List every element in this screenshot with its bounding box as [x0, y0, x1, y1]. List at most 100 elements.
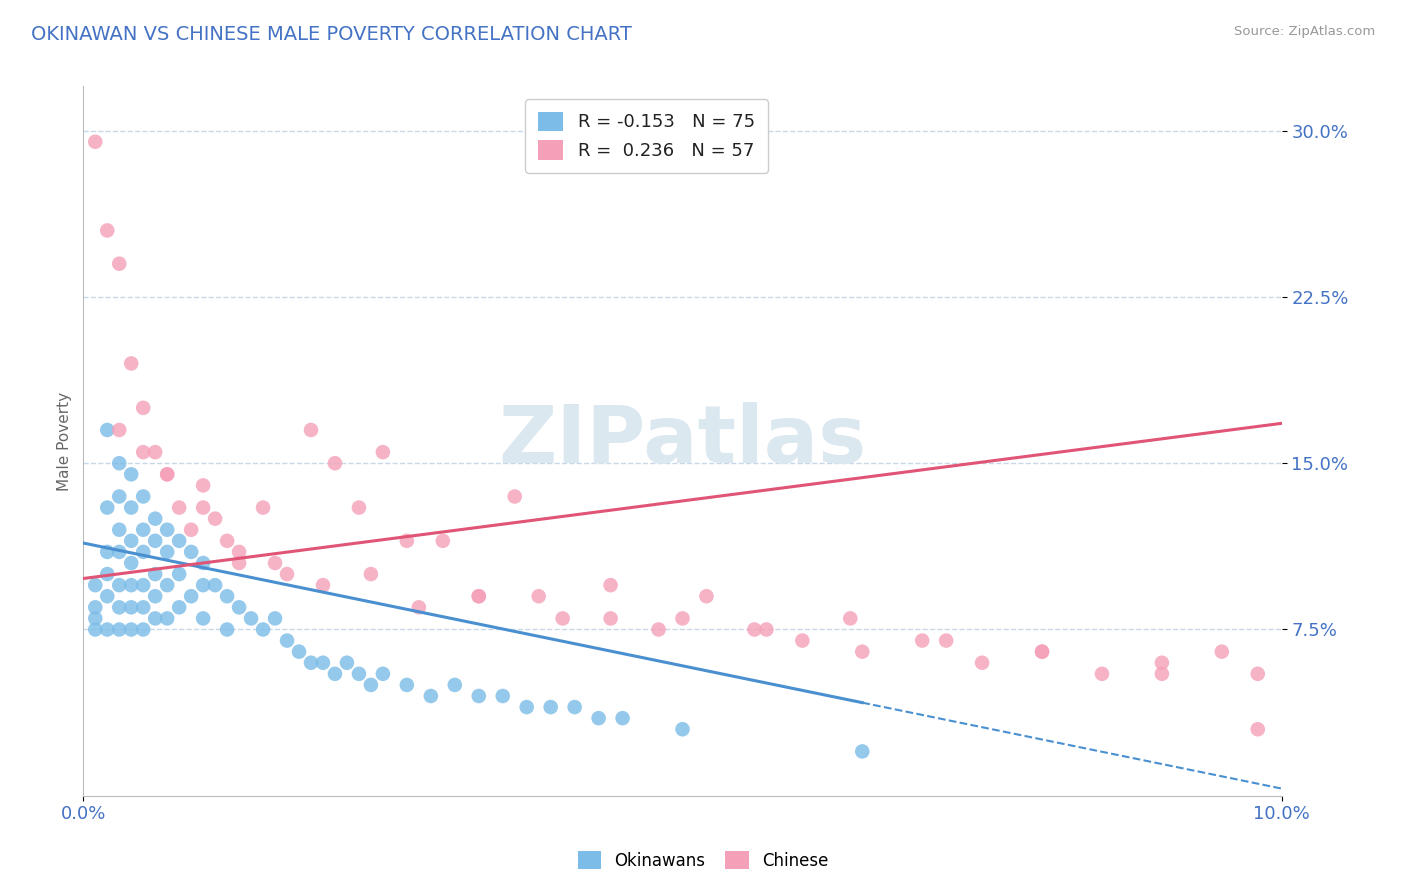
Point — [191, 478, 214, 492]
Point — [217, 589, 239, 603]
Point — [911, 633, 934, 648]
Point — [96, 589, 118, 603]
Text: OKINAWAN VS CHINESE MALE POVERTY CORRELATION CHART: OKINAWAN VS CHINESE MALE POVERTY CORRELA… — [31, 25, 631, 44]
Point — [96, 545, 118, 559]
Point — [588, 711, 610, 725]
Point — [468, 589, 491, 603]
Text: Source: ZipAtlas.com: Source: ZipAtlas.com — [1234, 25, 1375, 38]
Point — [108, 578, 131, 592]
Point — [671, 611, 693, 625]
Point — [156, 467, 179, 482]
Point — [156, 578, 179, 592]
Point — [468, 689, 491, 703]
Point — [792, 633, 814, 648]
Point — [132, 401, 155, 415]
Point — [371, 445, 394, 459]
Point — [228, 545, 250, 559]
Point — [217, 533, 239, 548]
Point — [132, 600, 155, 615]
Point — [755, 623, 778, 637]
Point — [408, 600, 430, 615]
Point — [264, 611, 287, 625]
Point — [108, 523, 131, 537]
Point — [156, 523, 179, 537]
Point — [527, 589, 550, 603]
Text: ZIPatlas: ZIPatlas — [498, 402, 866, 480]
Legend: Okinawans, Chinese: Okinawans, Chinese — [571, 845, 835, 877]
Point — [156, 545, 179, 559]
Point — [228, 600, 250, 615]
Point — [167, 500, 190, 515]
Point — [132, 545, 155, 559]
Point — [360, 567, 382, 582]
Point — [395, 533, 418, 548]
Point — [468, 589, 491, 603]
Point — [108, 490, 131, 504]
Point — [120, 356, 142, 370]
Point — [180, 545, 202, 559]
Point — [695, 589, 717, 603]
Point — [191, 500, 214, 515]
Point — [84, 578, 107, 592]
Point — [371, 666, 394, 681]
Point — [120, 578, 142, 592]
Point — [96, 423, 118, 437]
Point — [347, 666, 370, 681]
Point — [851, 645, 873, 659]
Point — [972, 656, 994, 670]
Point — [167, 567, 190, 582]
Point — [288, 645, 311, 659]
Point — [336, 656, 359, 670]
Point — [1031, 645, 1053, 659]
Point — [612, 711, 634, 725]
Point — [191, 578, 214, 592]
Point — [84, 611, 107, 625]
Point — [443, 678, 465, 692]
Point — [204, 511, 226, 525]
Point — [252, 623, 274, 637]
Point — [143, 611, 166, 625]
Point — [647, 623, 669, 637]
Point — [564, 700, 586, 714]
Point — [180, 523, 202, 537]
Point — [167, 533, 190, 548]
Point — [599, 578, 621, 592]
Point — [540, 700, 562, 714]
Point — [120, 467, 142, 482]
Point — [143, 511, 166, 525]
Point — [120, 500, 142, 515]
Point — [432, 533, 454, 548]
Point — [1091, 666, 1114, 681]
Point — [276, 567, 298, 582]
Point — [240, 611, 263, 625]
Point — [191, 556, 214, 570]
Point — [360, 678, 382, 692]
Point — [84, 600, 107, 615]
Point — [84, 135, 107, 149]
Point — [347, 500, 370, 515]
Point — [120, 600, 142, 615]
Point — [323, 456, 346, 470]
Point — [180, 589, 202, 603]
Point — [217, 623, 239, 637]
Point — [84, 623, 107, 637]
Point — [1031, 645, 1053, 659]
Point — [108, 257, 131, 271]
Point — [132, 523, 155, 537]
Point — [299, 423, 322, 437]
Point — [120, 533, 142, 548]
Point — [108, 600, 131, 615]
Point — [108, 456, 131, 470]
Point — [1247, 666, 1270, 681]
Point — [96, 567, 118, 582]
Point — [744, 623, 766, 637]
Point — [120, 623, 142, 637]
Point — [935, 633, 957, 648]
Point — [108, 623, 131, 637]
Point — [323, 666, 346, 681]
Point — [492, 689, 515, 703]
Point — [143, 445, 166, 459]
Point — [228, 556, 250, 570]
Point — [108, 545, 131, 559]
Y-axis label: Male Poverty: Male Poverty — [58, 392, 72, 491]
